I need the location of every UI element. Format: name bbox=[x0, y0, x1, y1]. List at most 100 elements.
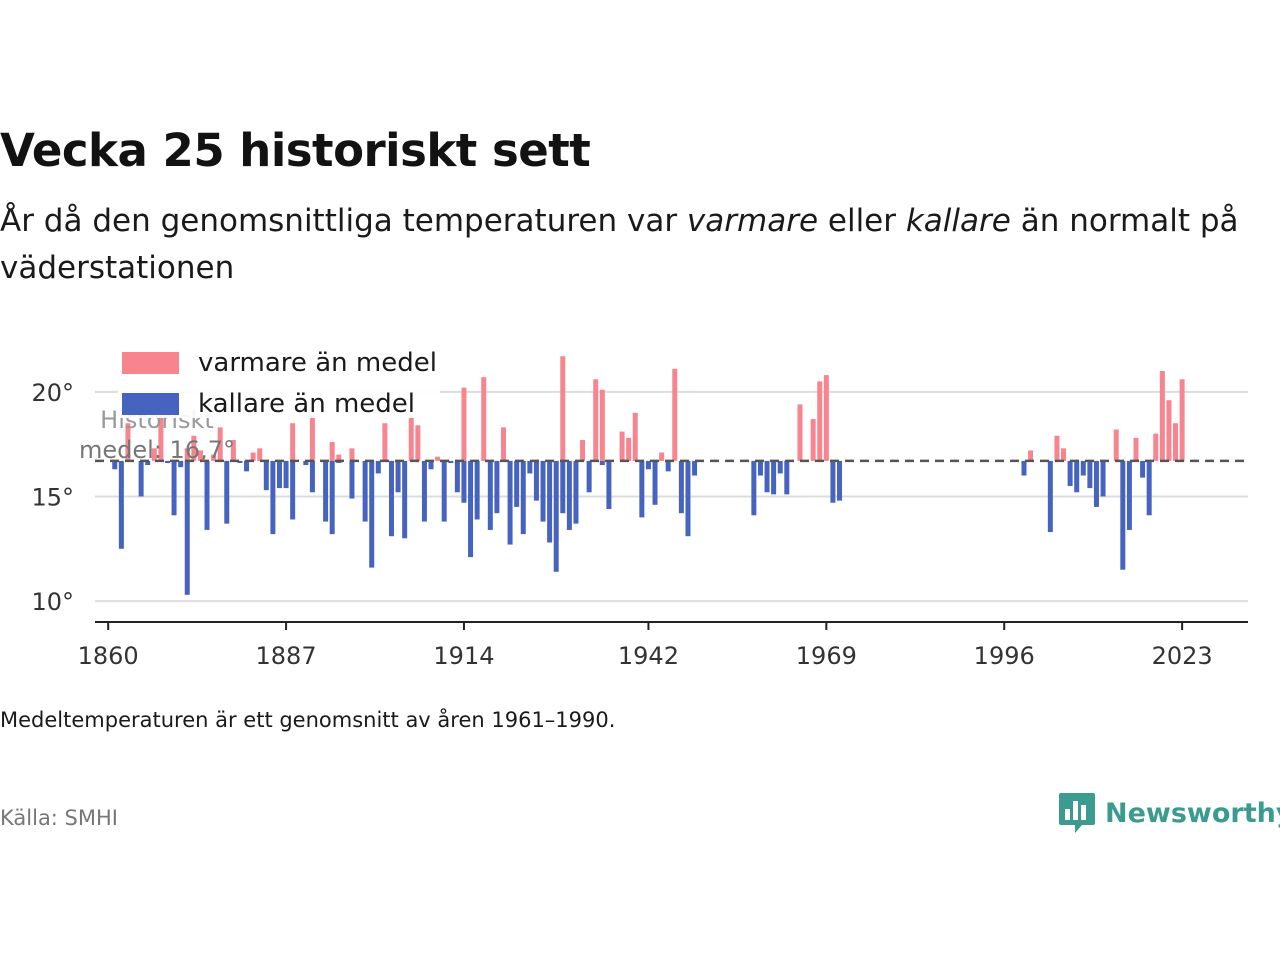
bar bbox=[211, 454, 217, 461]
bar bbox=[118, 460, 124, 549]
bar bbox=[276, 460, 282, 489]
bar bbox=[764, 460, 770, 493]
bar bbox=[1153, 433, 1159, 461]
bar bbox=[652, 460, 658, 505]
bar bbox=[1021, 460, 1027, 476]
bar bbox=[1126, 460, 1132, 530]
x-tick-label: 2023 bbox=[1152, 642, 1213, 670]
bar bbox=[672, 368, 678, 461]
bar bbox=[421, 460, 427, 522]
bar bbox=[560, 356, 566, 461]
bar bbox=[540, 460, 546, 522]
bar bbox=[1146, 460, 1152, 516]
legend-label: varmare än medel bbox=[198, 348, 437, 378]
bar bbox=[283, 460, 289, 489]
bar bbox=[1159, 370, 1165, 461]
bar bbox=[428, 460, 434, 470]
bar bbox=[830, 460, 836, 503]
bar bbox=[823, 375, 829, 461]
bar bbox=[573, 460, 579, 524]
bar bbox=[639, 460, 645, 518]
newsworthy-logo: Newsworthy bbox=[1058, 792, 1280, 834]
bar bbox=[678, 460, 684, 514]
bar bbox=[270, 460, 276, 535]
bar bbox=[290, 423, 296, 461]
legend-label: kallare än medel bbox=[198, 389, 415, 419]
bar bbox=[1179, 379, 1185, 461]
bar bbox=[448, 460, 454, 463]
bar bbox=[474, 460, 480, 520]
bar bbox=[388, 460, 394, 537]
bar bbox=[494, 460, 500, 514]
bar bbox=[771, 460, 777, 495]
bar bbox=[606, 460, 612, 510]
bar bbox=[112, 460, 118, 470]
bar bbox=[1133, 437, 1139, 461]
chart-title: Vecka 25 historiskt sett bbox=[0, 124, 591, 177]
x-tick-label: 1942 bbox=[618, 642, 679, 670]
mean-annotation-line2: medel: 16,7° bbox=[79, 436, 235, 464]
y-tick-label: 20° bbox=[31, 379, 74, 407]
bar bbox=[164, 460, 170, 463]
bar bbox=[1080, 460, 1086, 476]
warm-word: varmare bbox=[686, 203, 819, 239]
bar bbox=[290, 460, 296, 520]
legend-swatch bbox=[122, 393, 179, 415]
bar bbox=[514, 460, 520, 507]
bar bbox=[362, 460, 368, 522]
bar bbox=[309, 460, 315, 493]
bar bbox=[204, 460, 210, 530]
bar bbox=[263, 460, 269, 491]
bar bbox=[191, 435, 197, 461]
bar bbox=[1113, 429, 1119, 461]
x-tick-label: 1996 bbox=[974, 642, 1035, 670]
bar bbox=[468, 460, 474, 558]
x-tick-label: 1887 bbox=[256, 642, 317, 670]
bar bbox=[461, 387, 467, 461]
bar bbox=[454, 460, 460, 493]
bar bbox=[1100, 460, 1106, 497]
bar bbox=[481, 377, 487, 461]
bar bbox=[566, 460, 572, 530]
bar bbox=[329, 460, 335, 535]
bar bbox=[586, 460, 592, 493]
bar bbox=[323, 460, 329, 522]
bar bbox=[349, 460, 355, 499]
bar bbox=[303, 460, 309, 466]
bar bbox=[632, 412, 638, 461]
bar bbox=[184, 460, 190, 595]
bar bbox=[336, 454, 342, 461]
source-label: Källa: SMHI bbox=[0, 806, 118, 830]
bar bbox=[810, 419, 816, 461]
bar bbox=[197, 450, 203, 461]
bar bbox=[217, 427, 223, 461]
bar bbox=[757, 460, 763, 476]
bar bbox=[441, 460, 447, 522]
bar bbox=[402, 460, 408, 539]
bar bbox=[837, 460, 843, 501]
bar bbox=[151, 448, 157, 461]
bar bbox=[527, 460, 533, 474]
bar bbox=[382, 423, 388, 461]
bar bbox=[777, 460, 783, 474]
bar bbox=[1067, 460, 1073, 486]
bar bbox=[257, 448, 263, 461]
temperature-bar-chart: 10°15°20°1860 1887 1914 1942 1969 1996 2023His… bbox=[31, 342, 1248, 670]
bar bbox=[692, 460, 698, 476]
legend-swatch bbox=[122, 352, 179, 374]
bar bbox=[487, 460, 493, 530]
bar bbox=[1054, 435, 1060, 461]
bar bbox=[224, 460, 230, 524]
x-tick-label: 1860 bbox=[78, 642, 139, 670]
bar bbox=[685, 460, 691, 537]
bar bbox=[1173, 423, 1179, 461]
bar bbox=[309, 414, 315, 461]
bar bbox=[244, 460, 250, 472]
bar bbox=[461, 460, 467, 503]
bar bbox=[500, 427, 506, 461]
bar bbox=[533, 460, 539, 501]
bar bbox=[645, 460, 651, 470]
bar bbox=[250, 452, 256, 461]
footnote: Medeltemperaturen är ett genomsnitt av å… bbox=[0, 708, 616, 732]
bar bbox=[1120, 460, 1126, 570]
